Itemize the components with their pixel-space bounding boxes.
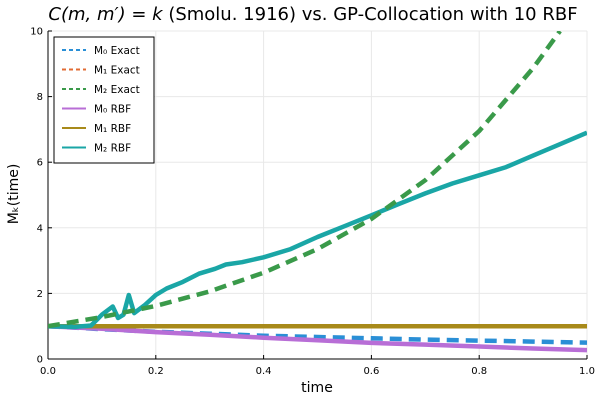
chart-title-text: (Smolu. 1916) vs. GP-Collocation with 10… <box>163 4 578 25</box>
plot-frame <box>47 31 587 360</box>
tick-labels: 0.0 0.2 0.4 0.6 0.8 1.0 0 2 4 6 8 10 <box>30 27 595 378</box>
x-tick-label-2: 0.4 <box>256 366 272 377</box>
y-axis-label: Mₖ(time) <box>6 164 22 225</box>
legend-label-0: M₀ Exact <box>94 45 140 57</box>
legend-label-3: M₀ RBF <box>94 103 131 115</box>
x-tick-label-1: 0.2 <box>148 366 164 377</box>
x-axis-label: time <box>301 380 333 396</box>
x-tick-label-4: 0.8 <box>471 366 487 377</box>
chart-title: C(m, m′) = k (Smolu. 1916) vs. GP-Colloc… <box>48 4 577 25</box>
series-lines <box>48 31 587 353</box>
y-tick-label-2: 4 <box>37 223 43 234</box>
x-tick-label-5: 1.0 <box>579 366 595 377</box>
x-tick-label-0: 0.0 <box>40 366 56 377</box>
y-tick-label-0: 0 <box>37 355 43 366</box>
y-tick-label-1: 2 <box>37 289 43 300</box>
x-tick-label-3: 0.6 <box>363 366 379 377</box>
y-tick-label-5: 10 <box>30 27 43 38</box>
y-tick-label-4: 8 <box>37 92 43 103</box>
chart-title-math: C(m, m′) = k <box>48 4 164 25</box>
legend-label-5: M₂ RBF <box>94 142 131 154</box>
legend-label-4: M₁ RBF <box>94 123 131 135</box>
legend-label-1: M₁ Exact <box>94 64 140 76</box>
series-line-5 <box>48 130 587 330</box>
series-line-3 <box>48 323 587 353</box>
legend-box <box>53 36 155 164</box>
series-line-0 <box>48 323 587 345</box>
y-tick-label-3: 6 <box>37 158 43 169</box>
legend: M₀ Exact M₁ Exact M₂ Exact M₀ RBF M₁ RBF M₂ R… <box>53 36 155 164</box>
legend-label-2: M₂ Exact <box>94 84 140 96</box>
